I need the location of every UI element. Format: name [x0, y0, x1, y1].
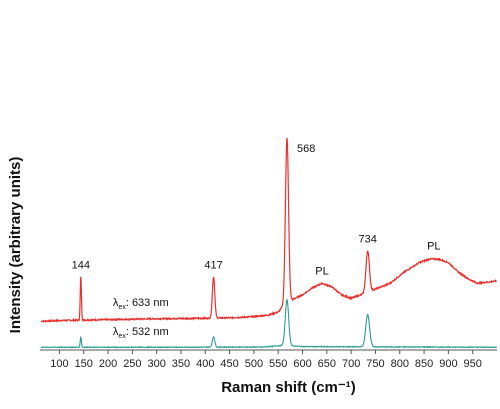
x-tick-label: 800 — [391, 358, 409, 370]
x-tick-label: 250 — [123, 358, 141, 370]
x-axis-title: Raman shift (cm⁻¹) — [221, 379, 356, 396]
x-tick-label: 450 — [220, 358, 238, 370]
x-ticks: 100 150 200 250 300 350 400 450 500 550 600 650 700 7… — [50, 350, 482, 370]
series-labels: λex: 633 nm λex: 532 nm — [113, 297, 169, 340]
x-tick-label: 550 — [269, 358, 287, 370]
series-line-633nm — [40, 137, 497, 324]
x-tick-label: 100 — [50, 358, 68, 370]
y-axis-title: Intensity (arbitrary units) — [7, 157, 24, 334]
peak-label: 734 — [358, 234, 376, 246]
series-label-532nm: λex: 532 nm — [113, 326, 169, 340]
x-tick-label: 350 — [172, 358, 190, 370]
x-tick-label: 400 — [196, 358, 214, 370]
annotation-label: PL — [315, 266, 328, 278]
peak-label: 417 — [204, 260, 222, 272]
x-tick-label: 850 — [415, 358, 433, 370]
series-layer — [40, 137, 497, 349]
x-tick-label: 150 — [75, 358, 93, 370]
x-tick-label: 300 — [148, 358, 166, 370]
x-tick-label: 200 — [99, 358, 117, 370]
x-tick-label: 600 — [293, 358, 311, 370]
annotation-label: PL — [427, 240, 440, 252]
peak-label: 144 — [72, 259, 90, 271]
x-tick-label: 900 — [439, 358, 457, 370]
x-tick-label: 750 — [366, 358, 384, 370]
x-tick-label: 700 — [342, 358, 360, 370]
x-tick-label: 500 — [245, 358, 263, 370]
peak-label: 568 — [297, 143, 315, 155]
x-tick-label: 950 — [464, 358, 482, 370]
x-tick-label: 650 — [318, 358, 336, 370]
series-label-633nm: λex: 633 nm — [113, 297, 169, 311]
series-line-532nm — [40, 298, 497, 349]
peak-labels: 144 417 568 734 PL PL — [72, 143, 441, 278]
